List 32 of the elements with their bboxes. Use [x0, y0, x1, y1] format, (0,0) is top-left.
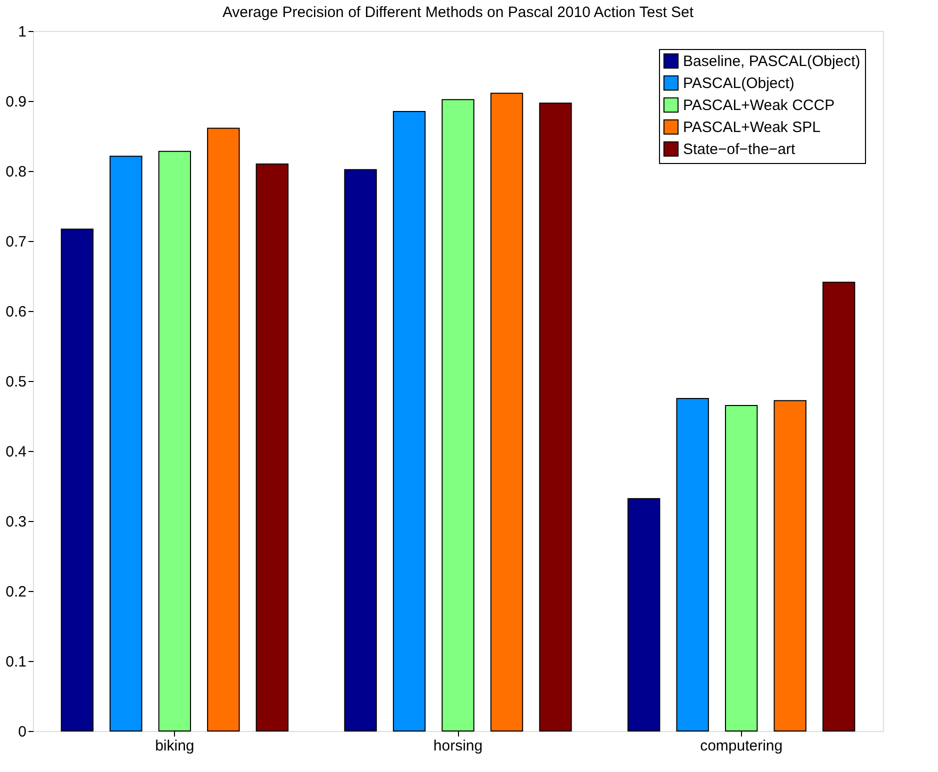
bar: [110, 156, 142, 732]
legend-label: State−of−the−art: [683, 141, 796, 158]
bar: [392, 111, 426, 732]
bar: [676, 398, 709, 732]
bar: [207, 128, 240, 732]
legend-label: Baseline, PASCAL(Object): [683, 53, 860, 70]
y-tick-label: 0.7: [6, 234, 26, 250]
bar: [539, 102, 572, 732]
chart-title: Average Precision of Different Methods on Pascal 2010 Action Test Set: [222, 4, 694, 21]
legend-label: PASCAL+Weak SPL: [683, 119, 820, 136]
legend-label: PASCAL(Object): [683, 75, 794, 92]
legend-label: PASCAL+Weak CCCP: [683, 97, 835, 114]
x-tick-label: computering: [700, 738, 783, 754]
bar: [822, 282, 856, 732]
y-tick-label: 0.8: [6, 164, 26, 180]
y-tick-label: 0.3: [6, 514, 26, 530]
bar: [60, 228, 94, 732]
y-tick-label: 0.2: [6, 584, 26, 600]
bar: [628, 498, 660, 732]
bar: [774, 400, 806, 732]
bar: [490, 92, 524, 732]
y-tick-label: 0.1: [6, 654, 26, 670]
bar: [256, 164, 288, 732]
x-tick-label: horsing: [433, 738, 483, 754]
y-tick-label: 0.4: [6, 444, 26, 460]
y-tick-label: 0.9: [6, 94, 26, 110]
x-tick-label: biking: [155, 738, 194, 754]
y-tick-label: 1: [18, 24, 26, 40]
y-tick-label: 0: [18, 724, 26, 740]
y-tick-label: 0.6: [6, 304, 26, 320]
bar: [344, 169, 377, 732]
y-tick-label: 0.5: [6, 374, 26, 390]
